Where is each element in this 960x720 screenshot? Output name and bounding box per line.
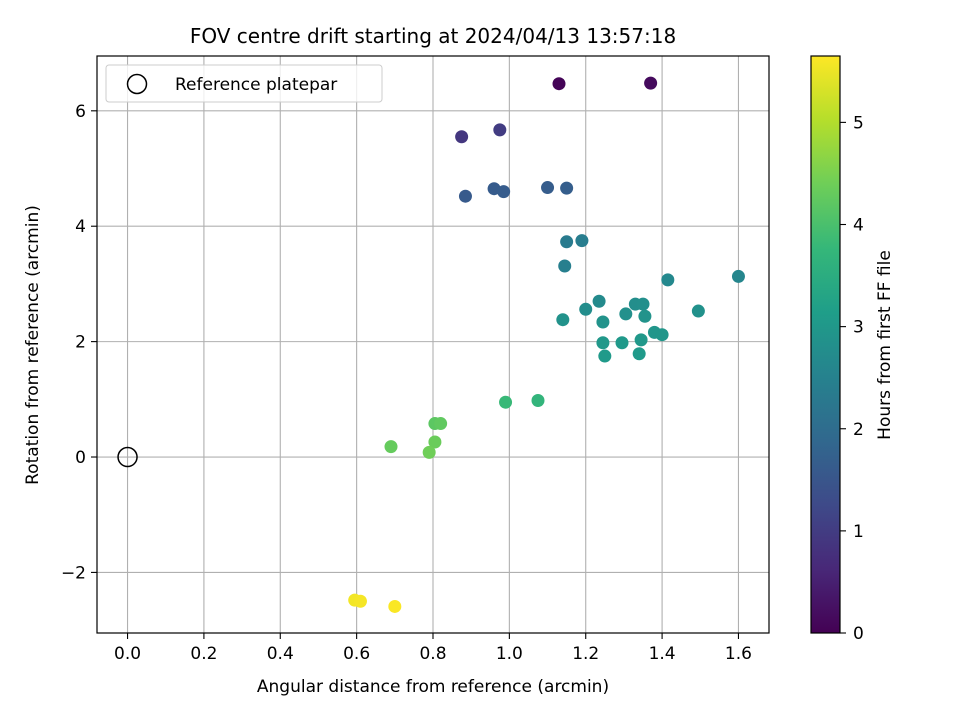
data-point bbox=[428, 435, 442, 449]
data-point bbox=[661, 273, 675, 287]
y-tick-label: −2 bbox=[61, 563, 86, 583]
data-point bbox=[598, 349, 612, 363]
data-point bbox=[541, 181, 555, 195]
data-point bbox=[632, 347, 646, 361]
data-point bbox=[422, 445, 436, 459]
colorbar-fill bbox=[811, 56, 840, 633]
x-tick-label: 0.2 bbox=[190, 644, 217, 664]
data-point bbox=[558, 259, 572, 273]
colorbar-label: Hours from first FF file bbox=[875, 250, 895, 440]
reference-layer bbox=[117, 446, 138, 468]
y-axis-ticks: −2 0 2 4 6 bbox=[61, 102, 97, 583]
data-point bbox=[638, 309, 652, 323]
reference-marker bbox=[117, 446, 138, 468]
data-point bbox=[636, 297, 650, 311]
colorbar-frame bbox=[810, 55, 841, 634]
data-point bbox=[655, 328, 669, 342]
x-axis-label: Angular distance from reference (arcmin) bbox=[257, 677, 609, 697]
data-point bbox=[493, 123, 507, 137]
data-point bbox=[556, 313, 570, 327]
colorbar-tick-label: 4 bbox=[853, 216, 864, 236]
y-tick-label: 2 bbox=[75, 333, 86, 353]
data-point bbox=[499, 395, 513, 409]
data-point bbox=[455, 130, 469, 144]
grid bbox=[97, 56, 769, 633]
y-tick-label: 4 bbox=[75, 217, 86, 237]
data-point bbox=[691, 304, 705, 318]
data-point bbox=[596, 315, 610, 329]
data-point bbox=[731, 269, 745, 283]
x-tick-label: 0.6 bbox=[343, 644, 370, 664]
colorbar: 0 1 2 3 4 5 Hours from first FF file bbox=[810, 55, 895, 644]
data-point bbox=[384, 440, 398, 454]
data-point bbox=[458, 189, 472, 203]
data-point bbox=[579, 302, 593, 316]
data-point bbox=[353, 594, 367, 608]
data-point bbox=[560, 181, 574, 195]
data-point bbox=[434, 417, 448, 431]
legend-entry: Reference platepar bbox=[175, 75, 337, 95]
data-point bbox=[592, 294, 606, 308]
colorbar-tick-label: 5 bbox=[853, 113, 864, 133]
y-axis-label: Rotation from reference (arcmin) bbox=[23, 205, 43, 485]
y-tick-label: 6 bbox=[75, 102, 86, 122]
colorbar-tick-label: 3 bbox=[853, 318, 864, 338]
x-axis-ticks: 0.0 0.2 0.4 0.6 0.8 1.0 1.2 1.4 1.6 bbox=[114, 633, 752, 664]
x-tick-label: 0.4 bbox=[267, 644, 294, 664]
colorbar-ticks: 0 1 2 3 4 5 bbox=[840, 113, 864, 644]
y-tick-label: 0 bbox=[75, 448, 86, 468]
data-point bbox=[560, 235, 574, 249]
x-tick-label: 0.8 bbox=[419, 644, 446, 664]
data-point bbox=[634, 333, 648, 347]
data-points bbox=[348, 76, 745, 613]
data-point bbox=[388, 599, 402, 613]
x-tick-label: 1.4 bbox=[649, 644, 676, 664]
data-point bbox=[615, 336, 629, 350]
x-tick-label: 1.0 bbox=[496, 644, 523, 664]
legend-marker bbox=[126, 73, 148, 95]
data-point bbox=[531, 393, 545, 407]
data-point bbox=[497, 185, 511, 199]
chart-title: FOV centre drift starting at 2024/04/13 … bbox=[190, 24, 676, 48]
colorbar-tick-label: 1 bbox=[853, 522, 864, 542]
data-point bbox=[552, 77, 566, 91]
x-tick-label: 0.0 bbox=[114, 644, 141, 664]
data-point bbox=[596, 336, 610, 350]
x-tick-label: 1.2 bbox=[572, 644, 599, 664]
legend: Reference platepar bbox=[105, 64, 383, 103]
data-point bbox=[575, 234, 589, 248]
legend-box bbox=[105, 64, 383, 103]
x-tick-label: 1.6 bbox=[725, 644, 752, 664]
colorbar-tick-label: 2 bbox=[853, 420, 864, 440]
colorbar-tick-label: 0 bbox=[853, 624, 864, 644]
data-point bbox=[619, 307, 633, 321]
data-point bbox=[644, 76, 658, 90]
